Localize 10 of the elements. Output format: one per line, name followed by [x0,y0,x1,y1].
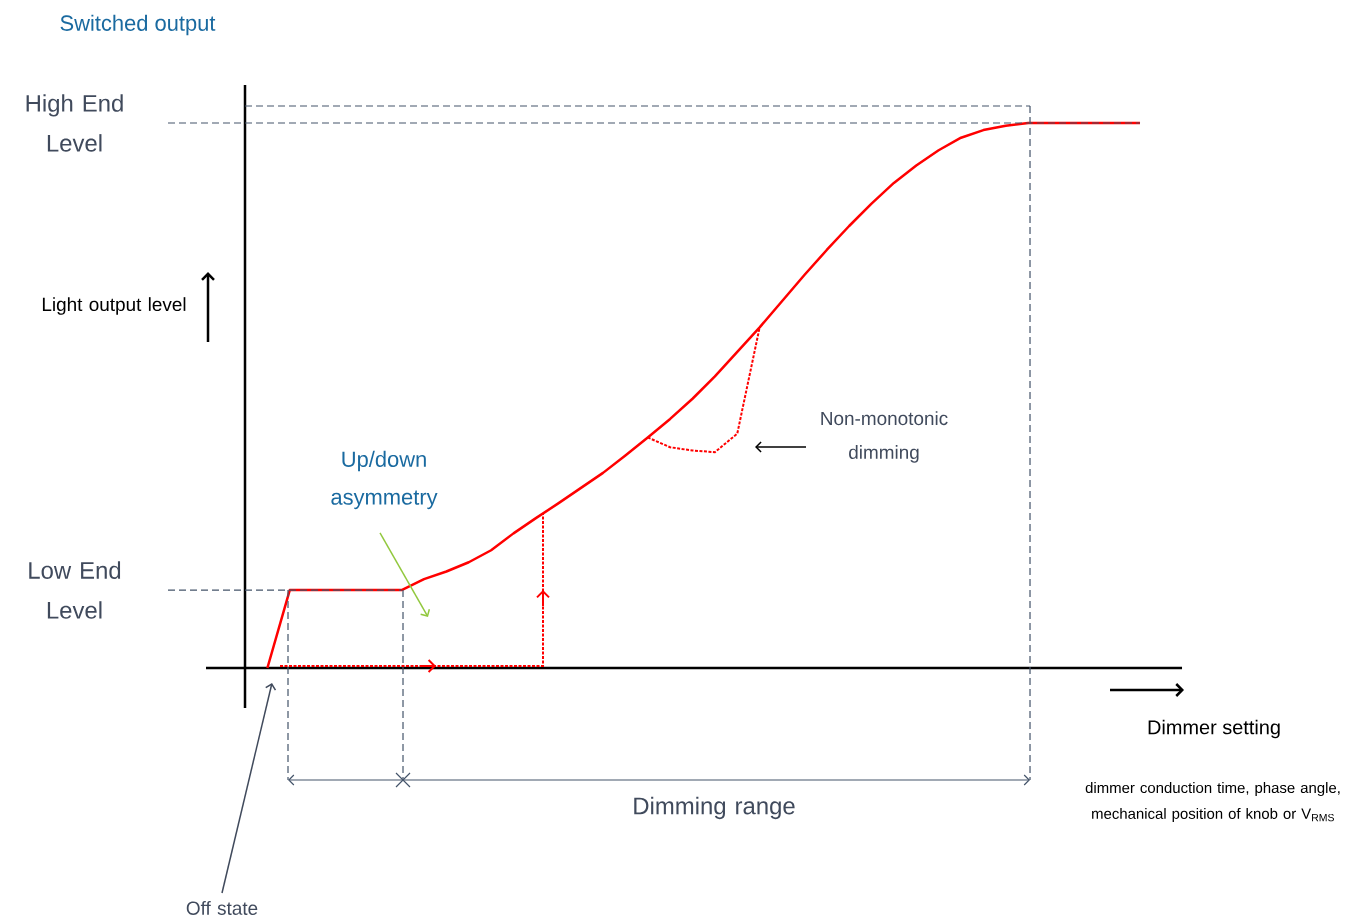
text: Dimming range [634,796,795,820]
annotation: Up/down asymmetry [331,450,438,510]
y-axis-title: Light output level [42,297,186,315]
ref-line-label: Low End Level [29,561,121,619]
text: Off state [186,901,258,915]
chart-title: Switched output [60,14,216,36]
annotation: Non-monotonic dimming [821,411,948,463]
ref-line-label: High End Level [26,94,123,152]
x-axis-title: Dimmer setting [1148,719,1280,739]
text: dimmer conduction time, phase angle, mechanical position of knob or V$_{RMS}$ [1085,782,1340,822]
